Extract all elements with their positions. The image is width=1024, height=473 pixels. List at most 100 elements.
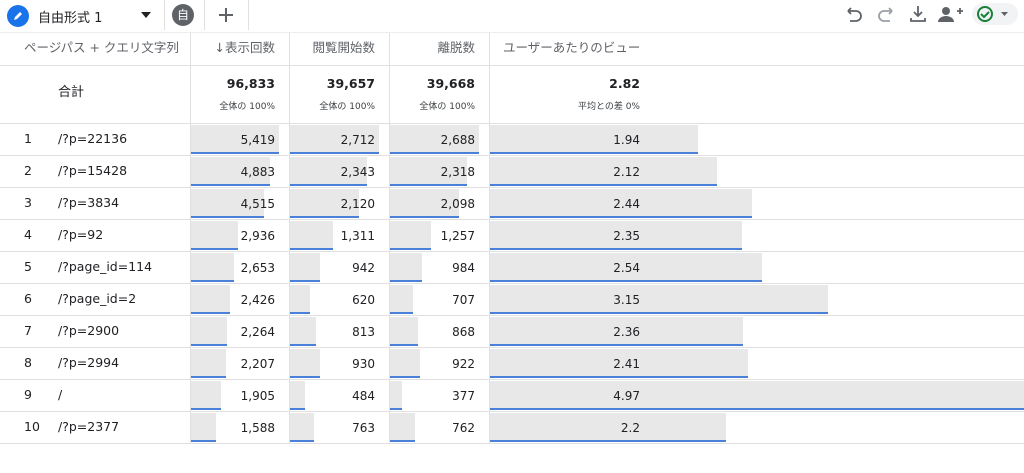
cell-bar — [489, 253, 763, 282]
column-divider — [190, 32, 191, 443]
column-header: ↓表示回数 — [214, 40, 275, 55]
cell-bar — [489, 413, 726, 442]
total-note: 全体の 100% — [419, 102, 475, 112]
cell-bar — [289, 125, 379, 154]
row-divider — [0, 443, 1024, 444]
cell-bar — [389, 253, 422, 282]
cell-value: 922 — [452, 357, 475, 371]
page-path: /?p=2900 — [58, 323, 120, 338]
cell-value: 377 — [452, 389, 475, 403]
cell-bar — [389, 349, 420, 378]
row-divider — [0, 219, 1024, 220]
cell-bar — [389, 221, 432, 250]
cell-bar — [190, 253, 234, 282]
page-path: / — [58, 387, 63, 402]
cell-bar — [389, 157, 467, 186]
cell-bar — [190, 317, 228, 346]
cell-value: 2.12 — [613, 165, 640, 179]
column-header: ユーザーあたりのビュー — [503, 40, 641, 55]
row-divider — [0, 283, 1024, 284]
cell-bar — [289, 221, 333, 250]
cell-value: 868 — [452, 325, 475, 339]
column-header: 閲覧開始数 — [312, 40, 375, 55]
total-value: 39,668 — [426, 76, 475, 91]
column-header: ページパス + クエリ文字列 — [24, 40, 179, 55]
total-value: 39,657 — [326, 76, 375, 91]
cell-value: 4.97 — [613, 389, 640, 403]
row-divider — [0, 411, 1024, 412]
cell-bar — [489, 221, 742, 250]
cell-value: 2,343 — [340, 165, 375, 179]
cell-bar — [289, 381, 306, 410]
page-path: /?page_id=2 — [58, 291, 137, 306]
row-index: 9 — [24, 387, 32, 402]
page-path: /?p=92 — [58, 227, 104, 242]
cell-bar — [289, 189, 360, 218]
cell-bar — [289, 157, 367, 186]
cell-value: 942 — [352, 261, 375, 275]
page-path: /?p=2994 — [58, 355, 120, 370]
cell-value: 2,712 — [340, 133, 375, 147]
row-index: 1 — [24, 131, 32, 146]
row-index: 10 — [24, 419, 40, 434]
cell-value: 3.15 — [613, 293, 640, 307]
page-path: /?p=3834 — [58, 195, 120, 210]
cell-value: 2,120 — [340, 197, 375, 211]
cell-bar — [489, 125, 698, 154]
row-index: 6 — [24, 291, 32, 306]
cell-bar — [190, 381, 222, 410]
cell-value: 2.44 — [613, 197, 640, 211]
redo[interactable] — [878, 7, 893, 22]
cell-value: 2,653 — [240, 261, 275, 275]
cell-bar — [489, 381, 1024, 410]
total-note: 平均との差 0% — [577, 102, 640, 112]
dropdown-arrow[interactable] — [140, 9, 152, 21]
page-path: /?p=22136 — [58, 131, 128, 146]
row-index: 4 — [24, 227, 32, 242]
cell-bar — [289, 349, 320, 378]
collapsed-tab[interactable]: 自 — [172, 4, 194, 26]
row-divider — [0, 155, 1024, 156]
column-divider — [389, 32, 390, 443]
download[interactable] — [910, 6, 926, 22]
cell-bar — [190, 125, 280, 154]
status-pill[interactable] — [972, 3, 1018, 25]
cell-value: 4,883 — [240, 165, 275, 179]
page-path: /?p=2377 — [58, 419, 120, 434]
cell-bar — [289, 285, 310, 314]
add-tab[interactable] — [216, 5, 236, 25]
total-value: 2.82 — [609, 76, 640, 91]
cell-bar — [389, 125, 479, 154]
cell-value: 1.94 — [613, 133, 640, 147]
cell-bar — [389, 381, 402, 410]
column-header: 離脱数 — [437, 40, 475, 55]
cell-value: 707 — [452, 293, 475, 307]
cell-value: 1,905 — [240, 389, 275, 403]
cell-bar — [489, 157, 718, 186]
row-divider — [0, 123, 1024, 124]
column-divider — [489, 32, 490, 443]
cell-bar — [489, 349, 749, 378]
undo[interactable] — [847, 7, 862, 22]
column-divider — [289, 32, 290, 443]
cell-bar — [389, 413, 415, 442]
cell-bar — [190, 157, 271, 186]
cell-bar — [489, 317, 744, 346]
share[interactable] — [938, 7, 963, 22]
cell-value: 2.36 — [613, 325, 640, 339]
tab-divider — [204, 0, 205, 30]
tab-title[interactable]: 自由形式 1 — [38, 11, 103, 26]
edit-icon[interactable] — [6, 4, 30, 28]
cell-value: 2,936 — [240, 229, 275, 243]
row-index: 2 — [24, 163, 32, 178]
row-index: 3 — [24, 195, 32, 210]
row-divider — [0, 347, 1024, 348]
total-value: 96,833 — [226, 76, 275, 91]
cell-value: 930 — [352, 357, 375, 371]
row-index: 7 — [24, 323, 32, 338]
tab-divider — [164, 0, 165, 30]
cell-bar — [190, 221, 239, 250]
cell-value: 620 — [352, 293, 375, 307]
cell-value: 813 — [352, 325, 375, 339]
cell-bar — [489, 285, 829, 314]
